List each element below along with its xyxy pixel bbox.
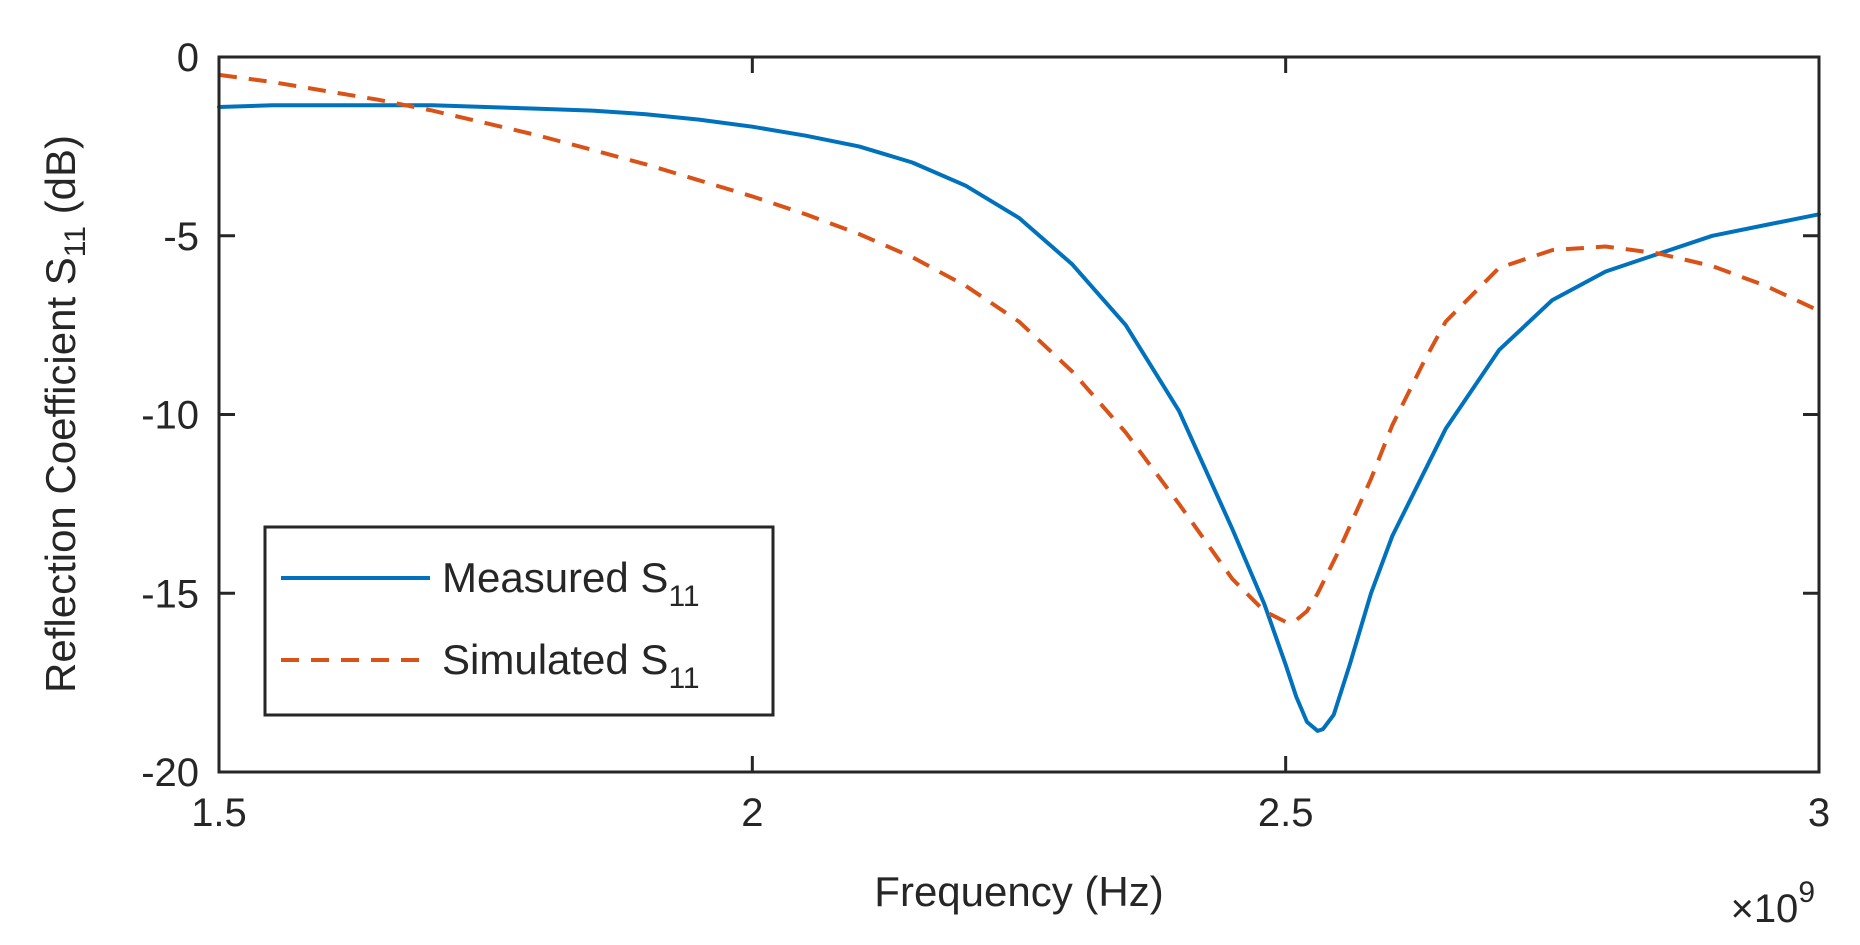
x-axis-label: Frequency (Hz) <box>874 868 1163 915</box>
plot-curves <box>217 72 1821 733</box>
x-tick-label: 2.5 <box>1258 791 1314 835</box>
x-tick-labels: 1.5 2 2.5 3 <box>191 791 1830 835</box>
y-axis-label: Reflection Coefficient S11 (dB) <box>37 135 92 693</box>
x-tick-label: 3 <box>1808 791 1830 835</box>
legend-label-simulated: Simulated S11 <box>442 636 700 695</box>
x-tick-label: 1.5 <box>191 791 247 835</box>
x-tick-label: 2 <box>741 791 763 835</box>
legend-label-measured: Measured S11 <box>442 554 700 613</box>
y-tick-label: -10 <box>141 394 199 438</box>
series-simulated-ss11-line <box>218 72 1820 624</box>
y-tick-label: -20 <box>141 751 199 795</box>
x-axis-multiplier: ×109 <box>1730 876 1815 931</box>
legend-box <box>263 525 775 717</box>
y-tick-labels: 0 -5 -10 -15 -20 <box>141 36 199 795</box>
y-tick-label: -15 <box>141 572 199 616</box>
y-tick-label: -5 <box>163 215 199 259</box>
series-measured-ss11-line <box>217 103 1821 733</box>
legend: Measured S11 Simulated S11 <box>263 525 775 717</box>
axis-ticks <box>217 55 1821 774</box>
y-tick-label: 0 <box>177 36 199 80</box>
